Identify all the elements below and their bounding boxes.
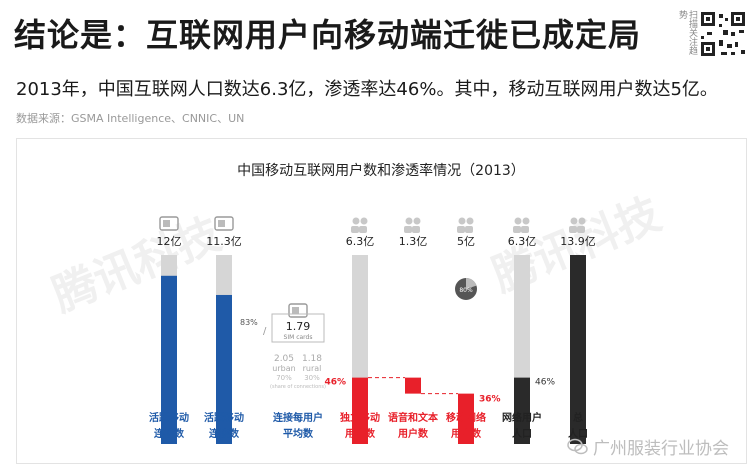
population-value-label: 13.9亿 [560,235,596,248]
qr-caption: 扫描关注趋势 [677,10,697,55]
voice-sms-users-icon-head [413,217,421,225]
voice-sms-users-value-label: 1.3亿 [399,235,428,248]
page-subtitle: 2013年，中国互联网人口数达6.3亿，渗透率达46%。其中，移动互联网用户数达… [16,79,718,100]
qr-code-icon [699,10,747,58]
connections-per-user-breakdown-note: 70% [276,374,292,382]
slash-divider: / [263,326,267,337]
mobile-internet-users-bar [458,393,474,444]
page-title: 结论是：互联网用户向移动端迁徙已成定局 [14,16,642,54]
connections-per-user-value-sub: SIM cards [284,334,313,341]
mobile-connections-fill-label: 89% [180,277,198,286]
mobile-internet-users-icon-head [458,217,466,225]
mobile-internet-users-category-label-line: 移动网络 [446,411,486,424]
population-icon [569,226,577,233]
badge-text: 广州服装行业协会 [593,439,729,459]
mobile-connections-category-label-line: 活跃移动 [149,411,189,424]
population-bar [570,255,586,444]
internet-users-category-label-line: 人口 [512,427,532,440]
connections-per-user-value-label: 1.79 [286,320,311,333]
connections-per-user-breakdown-sub: urban [272,364,295,373]
unique-mobile-users-category-label-line: 独立移动 [340,411,380,424]
connections-per-user-breakdown-sub: rural [303,364,322,373]
unique-mobile-users-icon-head [352,217,360,225]
mobile-internet-users-value-label: 5亿 [457,235,475,248]
unique-mobile-users-icon [351,226,359,233]
voice-sms-users-icon [412,226,420,233]
internet-users-fill-label: 46% [535,378,555,388]
voice-sms-users-category-label-line: 语音和文本 [388,411,439,424]
population-category-label-line: 人口 [568,427,588,440]
mobile-internet-users-icon [457,226,465,233]
mobile-connections-icon-chip [163,220,170,227]
unique-mobile-users-value-label: 6.3亿 [346,235,375,248]
active-mobile-connections-icon-chip [218,220,225,227]
voice-sms-users-bar [405,377,421,394]
mobile-connections-bar [161,275,177,444]
unique-mobile-users-category-label-line: 用户数 [344,427,376,440]
wechat-badge: 广州服装行业协会 [567,434,729,459]
mobile-internet-chart: 中国移动互联网用户数和渗透率情况（2013） 12亿 11.3亿 6.3亿 1.3亿 5亿… [149,162,596,444]
population-icon [577,226,585,233]
internet-users-category-label-line: 网络用户 [502,411,542,424]
internet-users-icon-head [522,217,530,225]
chart-title: 中国移动互联网用户数和渗透率情况（2013） [237,162,525,179]
unique-mobile-users-bar [352,377,368,444]
voice-sms-users-icon-head [405,217,413,225]
internet-users-value-label: 6.3亿 [508,235,537,248]
mobile-connections-icon [159,216,179,231]
mobile-internet-users-category-label-line: 用户数 [450,427,482,440]
connections-per-user-breakdown-note: 30% [304,374,320,382]
internet-users-icon [513,226,521,233]
connections-per-user-breakdown-value: 2.05 [274,354,294,364]
internet-users-icon [521,226,529,233]
population-category-label-line: 总 [573,411,583,424]
mobile-internet-users-pie-label: 80% [459,287,473,294]
wechat-icon [567,438,588,454]
mobile-connections-category-label-line: 连接数 [154,427,185,440]
connections-per-user-breakdown-caption: (share of connections) [270,384,326,390]
mobile-internet-users-icon-head [466,217,474,225]
active-mobile-connections-bar [216,294,232,444]
population-icon-head [578,217,586,225]
internet-users-icon-head [514,217,522,225]
connections-per-user-box [271,313,325,343]
unique-mobile-users-icon-head [360,217,368,225]
connections-per-user-category-label-line: 平均数 [283,427,314,440]
internet-users-bar [514,377,530,444]
mobile-internet-users-icon [465,226,473,233]
population-icon-head [570,217,578,225]
mobile-internet-users-pie-slice [466,278,477,289]
active-mobile-connections-fill-label: 83% [240,318,258,327]
active-mobile-connections-icon [214,216,234,231]
source-note: 数据来源：GSMA Intelligence、CNNIC、UN [16,112,245,125]
active-mobile-connections-category-label-line: 活跃移动 [204,411,244,424]
voice-sms-users-icon [404,226,412,233]
unique-mobile-users-icon [359,226,367,233]
unique-mobile-users-fill-label: 46% [324,378,346,388]
active-mobile-connections-value-label: 11.3亿 [206,235,242,248]
connections-per-user-icon-chip [292,307,299,314]
chart-panel: 腾讯科技 腾讯科技 中国移动互联网用户数和渗透率情况（2013） 12亿 11.3亿… [16,138,747,464]
connections-per-user-icon [288,303,308,318]
connections-per-user-breakdown-value: 1.18 [302,354,322,364]
mobile-internet-users-fill-label: 36% [479,395,501,405]
voice-sms-users-category-label-line: 用户数 [397,427,429,440]
active-mobile-connections-category-label-line: 连接数 [209,427,240,440]
mobile-connections-value-label: 12亿 [157,235,182,248]
qr-block: 扫描关注趋势 [677,10,747,58]
connections-per-user-category-label-line: 连接每用户 [273,411,323,424]
